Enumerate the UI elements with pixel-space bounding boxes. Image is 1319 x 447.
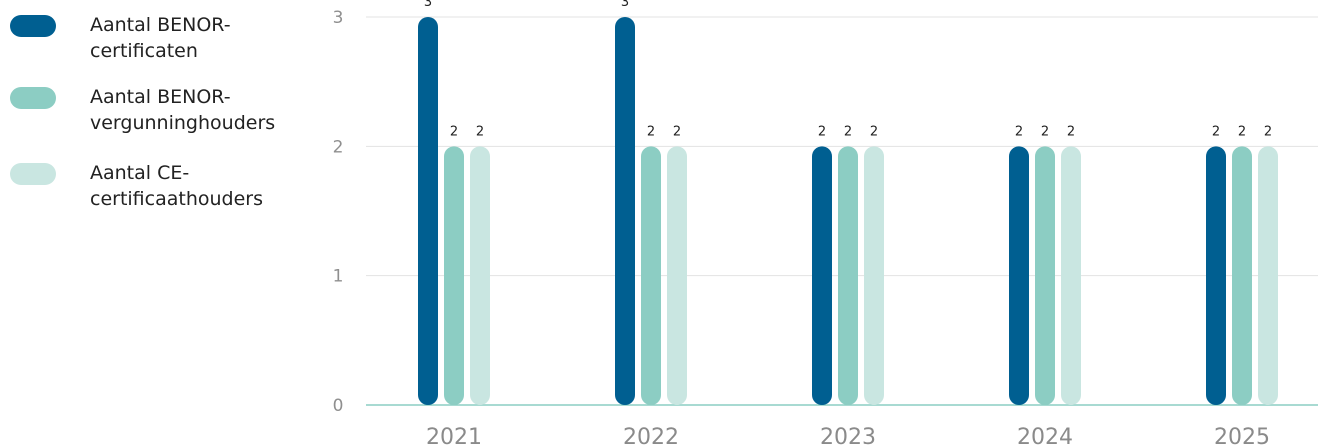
- bar: [418, 17, 438, 405]
- y-tick-label: 1: [333, 267, 344, 287]
- bar: [864, 146, 884, 406]
- x-tick-label: 2021: [426, 425, 482, 447]
- bar: [1232, 146, 1252, 406]
- data-label: 2: [1212, 124, 1220, 139]
- legend-label-line: vergunninghouders: [90, 112, 276, 134]
- bar: [470, 146, 490, 406]
- bar: [812, 146, 832, 406]
- bar: [615, 17, 635, 405]
- legend-swatch-benor-certificaten: [10, 15, 56, 37]
- legend-label-line: Aantal BENOR-: [90, 86, 231, 108]
- bar: [641, 146, 661, 406]
- data-label: 3: [621, 0, 629, 10]
- bar: [1206, 146, 1226, 406]
- data-label: 2: [1238, 124, 1246, 139]
- data-label: 2: [818, 124, 826, 139]
- data-label: 2: [870, 124, 878, 139]
- y-tick-label: 3: [333, 8, 344, 28]
- data-label: 2: [1015, 124, 1023, 139]
- data-label: 2: [844, 124, 852, 139]
- bar: [838, 146, 858, 406]
- data-label: 2: [1041, 124, 1049, 139]
- x-tick-label: 2025: [1214, 425, 1270, 447]
- legend-swatch-ce-certificaathouders: [10, 163, 56, 185]
- x-tick-label: 2024: [1017, 425, 1073, 447]
- legend-label-benor-vergunninghouders: Aantal BENOR- vergunninghouders: [90, 84, 320, 136]
- legend-label-line: certificaten: [90, 40, 198, 62]
- y-tick-label: 2: [333, 137, 344, 157]
- data-label: 2: [450, 124, 458, 139]
- legend-label-line: Aantal CE-: [90, 162, 190, 184]
- legend-label-line: Aantal BENOR-: [90, 14, 231, 36]
- bar: [1035, 146, 1055, 406]
- data-label: 2: [476, 124, 484, 139]
- x-tick-label: 2022: [623, 425, 679, 447]
- data-label: 2: [1264, 124, 1272, 139]
- chart-legend: Aantal BENOR- certificaten Aantal BENOR-…: [0, 0, 320, 240]
- x-tick-label: 2023: [820, 425, 876, 447]
- data-label: 2: [647, 124, 655, 139]
- bar: [667, 146, 687, 406]
- data-label: 2: [1067, 124, 1075, 139]
- bar: [1061, 146, 1081, 406]
- y-tick-label: 0: [333, 396, 344, 416]
- legend-label-benor-certificaten: Aantal BENOR- certificaten: [90, 12, 320, 64]
- data-label: 2: [673, 124, 681, 139]
- bar: [1258, 146, 1278, 406]
- bar: [1009, 146, 1029, 406]
- legend-label-ce-certificaathouders: Aantal CE- certificaathouders: [90, 160, 320, 212]
- legend-swatch-benor-vergunninghouders: [10, 87, 56, 109]
- data-label: 3: [424, 0, 432, 10]
- bar: [444, 146, 464, 406]
- legend-label-line: certificaathouders: [90, 188, 263, 210]
